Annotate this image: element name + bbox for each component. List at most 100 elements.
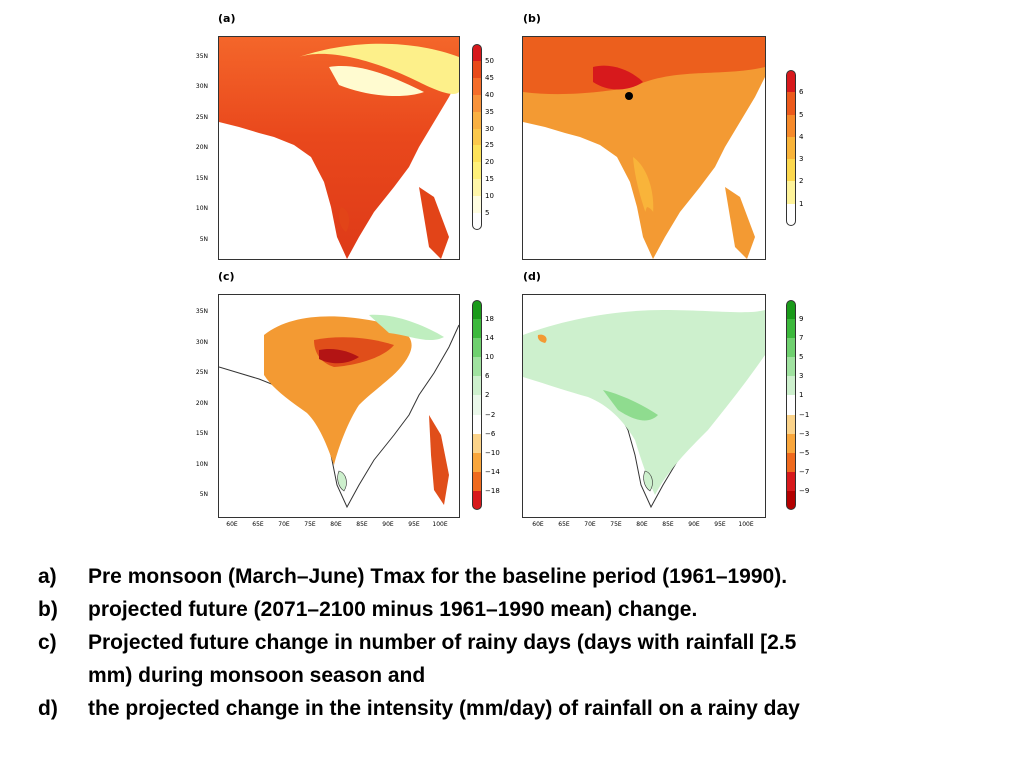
colorbar-segment [786, 395, 796, 415]
map-area-b [522, 36, 766, 260]
map-svg-a [219, 37, 459, 259]
colorbar-label: −3 [799, 429, 810, 438]
lat-tick: 10N [195, 205, 208, 212]
colorbar-segment [786, 357, 796, 377]
lon-tick: 95E [408, 521, 420, 528]
peak-decrease-zone [319, 348, 359, 364]
increase-zone [369, 314, 444, 341]
lat-tick: 20N [195, 144, 208, 151]
lon-tick: 85E [356, 521, 368, 528]
lat-tick: 35N [195, 53, 208, 60]
colorbar-segment [472, 395, 482, 415]
panel-label-d: (d) [523, 270, 541, 283]
colorbar-segment [472, 77, 482, 95]
colorbar-label: 45 [485, 73, 494, 82]
tibet-plateau [299, 43, 459, 94]
colorbar-label: 50 [485, 56, 494, 65]
colorbar-label: 2 [485, 391, 490, 400]
colorbar-label: 7 [799, 334, 804, 343]
colorbar-label: 40 [485, 90, 494, 99]
lat-tick: 30N [195, 339, 208, 346]
colorbar-segment [786, 452, 796, 472]
panel-label-c: (c) [218, 270, 235, 283]
panel-label-a: (a) [218, 12, 236, 25]
colorbar-label: −14 [485, 467, 500, 476]
sri-lanka [337, 470, 347, 492]
caption-letter: b) [38, 598, 58, 621]
colorbar-segment [786, 136, 796, 160]
lat-tick: 15N [195, 175, 208, 182]
lon-tick: 80E [636, 521, 648, 528]
lon-tick: 65E [558, 521, 570, 528]
colorbar-label: −10 [485, 448, 500, 457]
indochina [419, 187, 449, 259]
colorbar-segment [786, 376, 796, 396]
lat-tick: 35N [195, 308, 208, 315]
colorbar-label: −18 [485, 486, 500, 495]
colorbar-segment [472, 490, 482, 510]
lat-tick: 5N [199, 236, 208, 243]
colorbar-label: −1 [799, 410, 810, 419]
map-area-a [218, 36, 460, 260]
colorbar-segment [472, 319, 482, 339]
colorbar-b: 6 5 4 3 2 1 [786, 70, 803, 226]
intensity-increase-zone [523, 310, 765, 495]
lon-tick: 65E [252, 521, 264, 528]
caption-item: a) Pre monsoon (March–June) Tmax for the… [38, 560, 998, 593]
colorbar-segment [472, 452, 482, 472]
caption-text: Projected future change in number of rai… [88, 631, 797, 654]
lon-tick: 80E [330, 521, 342, 528]
lon-tick: 95E [714, 521, 726, 528]
colorbar-label: 3 [799, 155, 804, 164]
caption-item: c) Projected future change in number of … [38, 626, 998, 659]
colorbar-label: 5 [799, 353, 804, 362]
colorbar-label: 10 [485, 353, 494, 362]
indochina [725, 187, 755, 259]
colorbar-segment [472, 128, 482, 146]
colorbar-label: 14 [485, 334, 494, 343]
lon-tick: 70E [278, 521, 290, 528]
colorbar-segment [786, 203, 796, 226]
map-svg-b [523, 37, 765, 259]
lat-tick: 25N [195, 369, 208, 376]
colorbar-label: 3 [799, 372, 804, 381]
decrease-spot [537, 334, 547, 343]
colorbar-segment [786, 471, 796, 491]
lat-tick: 30N [195, 83, 208, 90]
colorbar-segment [472, 162, 482, 180]
location-marker [625, 92, 633, 100]
colorbar-c: 18 14 10 6 2 −2 −6 −10 −14 −18 [472, 300, 500, 510]
colorbar-segment [786, 319, 796, 339]
caption-letter: d) [38, 697, 58, 720]
colorbar-segment [786, 433, 796, 453]
lat-tick: 10N [195, 461, 208, 468]
colorbar-label: −7 [799, 467, 810, 476]
caption-text: mm) during monsoon season and [88, 664, 426, 687]
colorbar-label: 4 [799, 132, 804, 141]
colorbar-segment [786, 92, 796, 115]
lon-tick: 85E [662, 521, 674, 528]
colorbar-label: 1 [799, 391, 804, 400]
map-area-c [218, 294, 460, 518]
colorbar-a: 50 45 40 35 30 25 20 15 10 5 [472, 44, 494, 230]
caption-text: projected future (2071–2100 minus 1961–1… [88, 598, 698, 621]
colorbar-segment [786, 159, 796, 182]
colorbar-label: −9 [799, 486, 810, 495]
colorbar-label: 30 [485, 124, 494, 133]
moderate-increase-zone [603, 390, 658, 421]
lat-tick: 15N [195, 430, 208, 437]
colorbar-label: 6 [799, 88, 804, 97]
colorbar-segment [786, 70, 796, 93]
map-svg-d [523, 310, 765, 509]
colorbar-segment [786, 300, 796, 320]
colorbar-segment [472, 300, 482, 320]
tibet-plateau-core [329, 66, 424, 97]
colorbar-d: 9 7 5 3 1 −1 −3 −5 −7 −9 [786, 300, 809, 510]
colorbar-segment [472, 60, 482, 78]
lat-tick: 20N [195, 400, 208, 407]
colorbar-label: 1 [799, 199, 804, 208]
caption-item: b) projected future (2071–2100 minus 196… [38, 593, 998, 626]
colorbar-segment [472, 471, 482, 491]
lat-tick: 25N [195, 114, 208, 121]
sri-lanka [643, 470, 653, 492]
